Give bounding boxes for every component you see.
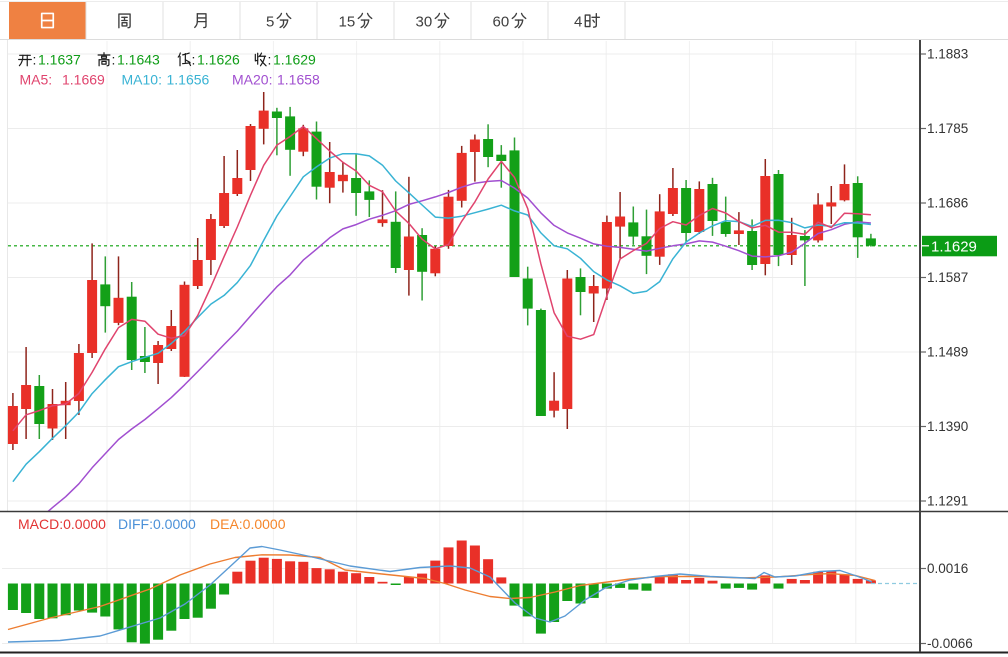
svg-text:1.1637: 1.1637 bbox=[38, 52, 81, 68]
svg-text::: : bbox=[268, 52, 272, 68]
svg-text:30: 30 bbox=[416, 14, 433, 31]
svg-text:MA5: 1.1669: MA5: 1.1669 bbox=[20, 72, 106, 88]
svg-text:0.0016: 0.0016 bbox=[927, 561, 968, 576]
svg-text:1.1686: 1.1686 bbox=[927, 196, 968, 211]
svg-text:1.1629: 1.1629 bbox=[931, 238, 977, 255]
svg-text:4: 4 bbox=[574, 14, 582, 31]
svg-text:60: 60 bbox=[493, 14, 510, 31]
svg-text:1.1291: 1.1291 bbox=[927, 494, 968, 509]
svg-text:1.1883: 1.1883 bbox=[927, 47, 968, 62]
svg-text::: : bbox=[192, 52, 196, 68]
svg-text:1.1390: 1.1390 bbox=[927, 419, 968, 434]
svg-text:5: 5 bbox=[266, 14, 274, 31]
svg-text:1.1643: 1.1643 bbox=[117, 52, 160, 68]
svg-text:MA20: 1.1658: MA20: 1.1658 bbox=[232, 72, 320, 88]
svg-text:1.1785: 1.1785 bbox=[927, 121, 968, 136]
svg-text:1.1626: 1.1626 bbox=[197, 52, 240, 68]
svg-text:-0.0066: -0.0066 bbox=[927, 636, 973, 651]
svg-text::: : bbox=[112, 52, 116, 68]
svg-text:MA10: 1.1656: MA10: 1.1656 bbox=[122, 72, 210, 88]
svg-text:15: 15 bbox=[339, 14, 356, 31]
svg-text:MACD:0.0000: MACD:0.0000 bbox=[18, 516, 106, 532]
svg-text:1.1489: 1.1489 bbox=[927, 345, 968, 360]
svg-text:1.1629: 1.1629 bbox=[273, 52, 316, 68]
svg-text:1.1587: 1.1587 bbox=[927, 270, 968, 285]
svg-text:DEA:0.0000: DEA:0.0000 bbox=[210, 516, 286, 532]
svg-text:DIFF:0.0000: DIFF:0.0000 bbox=[118, 516, 196, 532]
svg-text::: : bbox=[33, 52, 37, 68]
